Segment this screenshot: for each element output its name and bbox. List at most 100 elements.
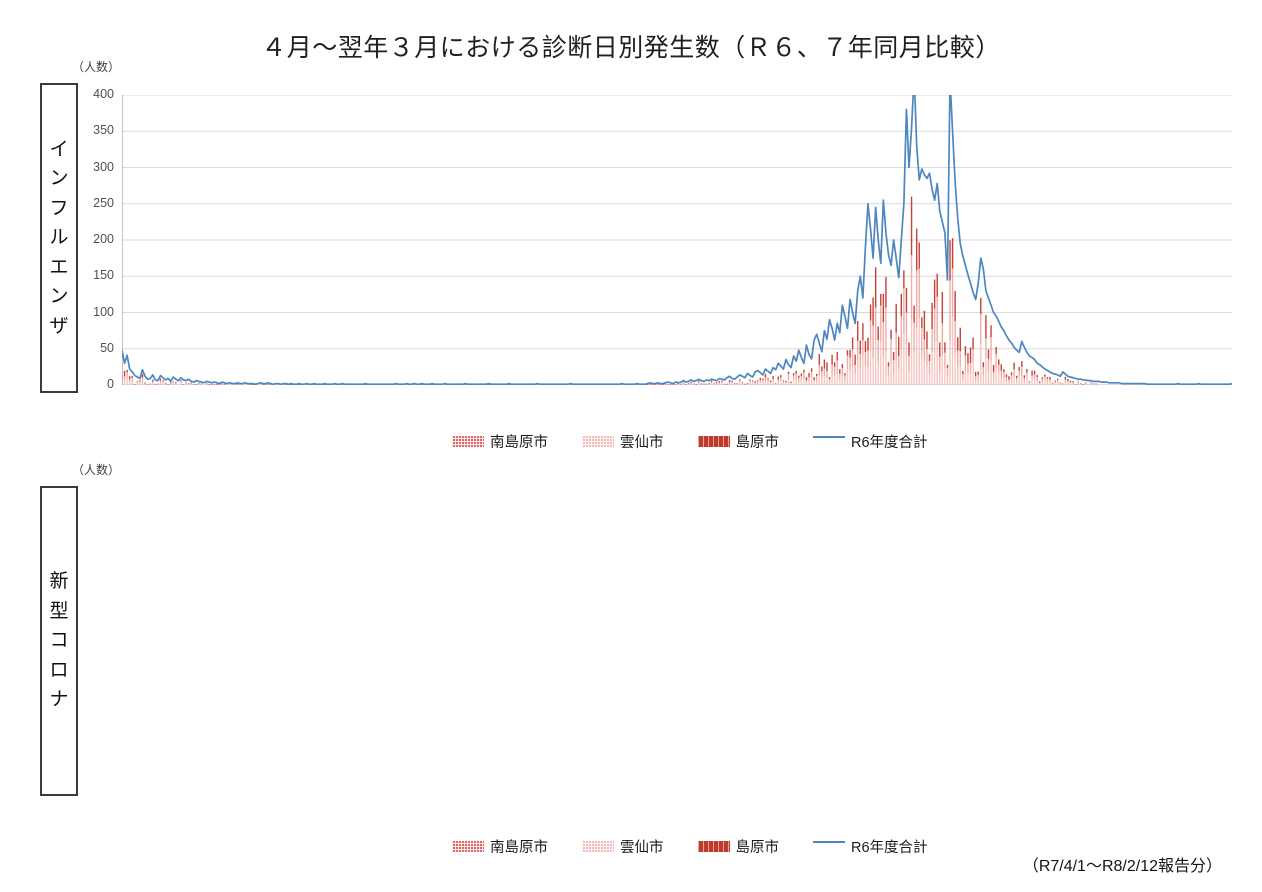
bar-segment xyxy=(1095,383,1097,385)
bar-segment xyxy=(908,355,910,372)
bar-segment xyxy=(175,381,177,384)
bar-segment xyxy=(918,318,920,385)
bar-segment xyxy=(851,349,854,367)
bar-segment xyxy=(816,375,818,381)
bar-segment xyxy=(1074,384,1077,385)
bar-segment xyxy=(141,374,144,378)
bar-segment xyxy=(882,322,885,357)
bar-segment xyxy=(810,371,813,378)
bar-segment xyxy=(1082,384,1085,385)
bar-segment xyxy=(898,336,900,357)
influenza-label-char: ン xyxy=(49,286,69,308)
bar-segment xyxy=(805,382,808,385)
bar-segment xyxy=(216,383,218,385)
bar-segment xyxy=(677,384,679,385)
bar-segment xyxy=(787,371,790,374)
panel-label-covid: 新型コロナ xyxy=(40,486,78,796)
bar-segment xyxy=(985,338,987,357)
bar-segment xyxy=(136,381,139,384)
report-period-footnote: （R7/4/1～R8/2/12報告分） xyxy=(1022,858,1222,875)
bar-segment xyxy=(828,381,831,385)
bar-segment xyxy=(1085,383,1087,385)
bar-segment xyxy=(790,381,792,383)
bar-segment xyxy=(139,380,141,382)
legend-entry-influenza-0[interactable]: 南島原市 xyxy=(452,431,548,452)
bar-segment xyxy=(887,366,890,376)
bar-segment xyxy=(221,384,223,385)
bar-segment xyxy=(769,381,772,384)
bar-segment xyxy=(726,384,728,385)
bar-segment xyxy=(898,356,900,370)
legend-entry-covid-2[interactable]: 島原市 xyxy=(697,836,779,857)
bar-segment xyxy=(805,380,808,383)
bar-segment xyxy=(885,351,887,385)
bar-segment xyxy=(928,354,931,362)
bar-segment xyxy=(1054,380,1056,382)
bar-segment xyxy=(908,342,910,356)
legend-entry-covid-0[interactable]: 南島原市 xyxy=(452,836,548,857)
bar-segment xyxy=(323,384,326,385)
legend-entry-influenza-2[interactable]: 島原市 xyxy=(697,431,779,452)
y-tick-influenza: 100 xyxy=(93,304,114,319)
bar-segment xyxy=(928,373,931,385)
bar-segment xyxy=(723,383,726,385)
bar-segment xyxy=(1015,381,1018,385)
bar-segment xyxy=(772,376,774,379)
bar-segment xyxy=(859,340,861,355)
bar-segment xyxy=(152,381,154,384)
bar-segment xyxy=(364,384,367,385)
bar-segment xyxy=(841,367,844,376)
bar-segment xyxy=(823,368,826,377)
bar-segment xyxy=(139,381,141,384)
bar-segment xyxy=(198,384,200,385)
chart-svg-influenza xyxy=(122,95,1232,385)
bar-segment xyxy=(992,372,995,379)
bar-segment xyxy=(962,374,964,379)
bar-segment xyxy=(987,358,990,372)
bar-segment xyxy=(962,370,964,375)
pattern-swatch-icon xyxy=(582,841,614,852)
bar-segment xyxy=(716,382,718,383)
bar-segment xyxy=(672,384,674,385)
bar-segment xyxy=(813,379,815,383)
bar-segment xyxy=(869,304,872,321)
bar-segment xyxy=(754,382,756,384)
bar-segment xyxy=(939,356,941,372)
legend-entry-covid-1[interactable]: 雲仙市 xyxy=(582,836,664,857)
bar-segment xyxy=(987,371,990,385)
bar-segment xyxy=(1046,381,1049,385)
bar-segment xyxy=(849,357,851,371)
influenza-label-char: ザ xyxy=(49,315,69,337)
bar-segment xyxy=(867,350,869,368)
bar-segment xyxy=(131,381,133,385)
bar-segment xyxy=(1051,382,1054,384)
bar-segment xyxy=(967,363,969,374)
bar-segment xyxy=(744,383,746,385)
bar-segment xyxy=(180,380,182,382)
bar-segment xyxy=(749,382,751,385)
bar-segment xyxy=(846,355,849,369)
bar-segment xyxy=(982,362,985,368)
bar-segment xyxy=(1072,383,1074,385)
legend-entry-covid-3[interactable]: R6年度合計 xyxy=(813,836,928,857)
influenza-label-char: エ xyxy=(49,256,69,278)
bar-segment xyxy=(431,384,433,385)
bar-segment xyxy=(1059,383,1061,385)
legend-entry-influenza-1[interactable]: 雲仙市 xyxy=(582,431,664,452)
bar-segment xyxy=(298,384,300,385)
bar-segment xyxy=(864,341,867,353)
bar-segment xyxy=(915,228,918,271)
covid-label-char: 新 xyxy=(49,571,69,593)
bar-segment xyxy=(1008,381,1010,385)
bar-segment xyxy=(923,310,926,340)
bar-segment xyxy=(913,322,915,352)
bar-segment xyxy=(910,196,913,256)
bar-segment xyxy=(190,382,192,384)
bar-segment xyxy=(1041,377,1044,380)
legend-entry-influenza-3[interactable]: R6年度合計 xyxy=(813,431,928,452)
bar-segment xyxy=(700,384,703,385)
bar-segment xyxy=(980,314,982,345)
bar-segment xyxy=(198,382,200,384)
bar-segment xyxy=(1080,383,1082,384)
bar-segment xyxy=(659,384,662,385)
